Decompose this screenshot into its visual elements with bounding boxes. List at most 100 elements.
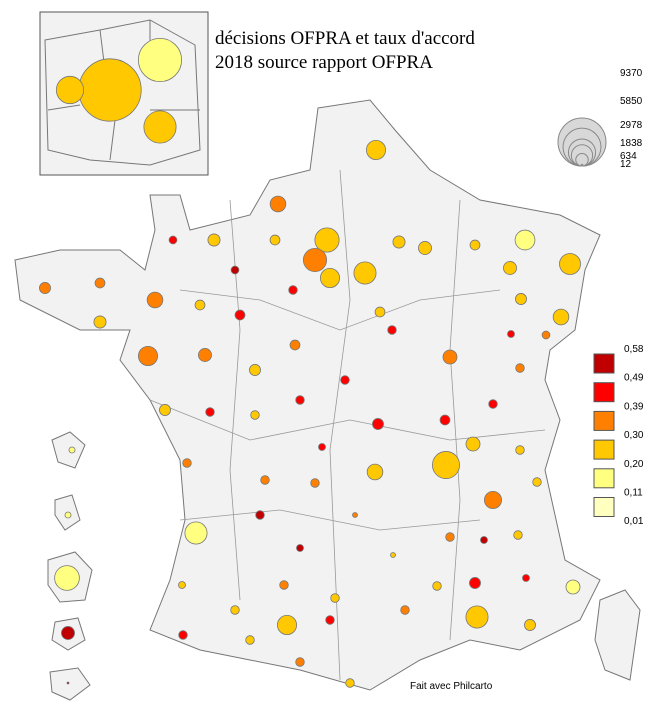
department-bubble <box>513 530 523 540</box>
department-bubble <box>418 241 432 255</box>
department-bubble <box>469 239 481 251</box>
department-bubble <box>159 404 171 416</box>
department-bubble <box>432 451 460 479</box>
color-legend-box <box>593 382 615 403</box>
department-bubble <box>230 605 240 615</box>
department-bubble <box>93 315 107 329</box>
department-bubble <box>288 285 298 295</box>
department-bubble <box>507 330 515 338</box>
department-bubble <box>276 614 298 636</box>
color-legend-label: 0,30 <box>624 430 644 441</box>
department-bubble <box>340 375 350 385</box>
department-bubble <box>503 261 517 275</box>
department-bubble <box>325 615 335 625</box>
inset-boundaries <box>44 19 201 166</box>
inset-bubble <box>143 110 177 144</box>
size-legend-label: 634 <box>620 151 637 162</box>
department-bubble <box>352 512 358 518</box>
department-bubble <box>559 253 581 275</box>
department-bubble <box>250 410 260 420</box>
department-bubble <box>318 443 326 451</box>
department-bubble <box>345 678 355 688</box>
department-bubble <box>295 395 305 405</box>
department-bubble <box>442 349 458 365</box>
department-bubble <box>330 593 340 603</box>
department-bubble <box>249 364 261 376</box>
department-bubble <box>234 309 246 321</box>
department-bubble <box>400 605 410 615</box>
department-bubble <box>515 363 525 373</box>
department-bubble <box>194 299 206 311</box>
color-legend-box <box>593 410 615 431</box>
department-boundaries <box>149 169 546 681</box>
department-bubble <box>445 532 455 542</box>
department-bubble <box>168 235 178 245</box>
inset-bubble <box>78 58 142 122</box>
department-bubble <box>522 574 530 582</box>
department-bubble <box>39 282 51 294</box>
size-legend-label: 9370 <box>620 68 643 79</box>
department-bubble <box>260 475 270 485</box>
department-bubble <box>230 265 240 275</box>
department-bubble <box>387 325 397 335</box>
department-bubble <box>353 261 377 285</box>
guadeloupe <box>51 431 86 469</box>
department-bubble <box>319 267 341 289</box>
title-line-1: décisions OFPRA et taux d'accord <box>215 28 475 49</box>
credit: Fait avec Philcarto <box>410 681 493 692</box>
department-bubble <box>392 235 406 249</box>
color-legend-label: 0,01 <box>624 516 644 527</box>
department-bubble <box>137 345 159 367</box>
department-bubble <box>365 139 387 161</box>
color-legend-label: 0,11 <box>624 488 643 499</box>
department-bubble <box>514 229 536 251</box>
department-bubble <box>64 511 72 519</box>
color-legend-label: 0,58 <box>624 344 644 355</box>
department-bubble <box>310 478 320 488</box>
department-bubble <box>432 581 442 591</box>
color-legend-box <box>593 353 615 374</box>
size-legend-label: 5850 <box>620 96 643 107</box>
department-bubble <box>524 619 536 631</box>
color-legend-box <box>593 439 615 460</box>
color-legend-label: 0,20 <box>624 459 644 470</box>
department-bubble <box>66 681 70 685</box>
department-bubble <box>374 306 386 318</box>
department-bubble <box>565 579 581 595</box>
department-bubble <box>302 247 328 273</box>
department-bubble <box>205 407 215 417</box>
department-bubble <box>366 463 384 481</box>
department-bubble <box>54 565 80 591</box>
department-bubble <box>488 399 498 409</box>
department-bubble <box>68 446 76 454</box>
department-bubble <box>245 635 255 645</box>
department-bubble <box>532 477 542 487</box>
france-outline <box>14 99 601 691</box>
size-legend-label: 12 <box>620 159 632 170</box>
color-legend-label: 0,39 <box>624 401 644 412</box>
color-legend-label: 0,49 <box>624 373 644 384</box>
department-bubble <box>465 605 489 629</box>
color-legend-box <box>593 468 615 489</box>
color-legend-box <box>593 497 615 517</box>
department-bubble <box>178 630 188 640</box>
department-bubble <box>465 436 481 452</box>
department-bubble <box>484 491 502 509</box>
size-legend-label: 1838 <box>620 138 643 149</box>
department-bubble <box>541 330 551 340</box>
department-bubble <box>469 577 481 589</box>
department-bubble <box>279 580 289 590</box>
inset-bubble <box>137 37 183 83</box>
size-legend-circle <box>580 163 584 167</box>
department-bubble <box>480 536 488 544</box>
corsica <box>594 589 641 681</box>
department-bubble <box>269 195 287 213</box>
department-bubble <box>296 544 304 552</box>
department-bubble <box>198 348 212 362</box>
inset-bubble <box>55 75 85 105</box>
department-bubble <box>207 233 221 247</box>
department-bubble <box>269 234 281 246</box>
department-bubble <box>184 521 208 545</box>
department-bubble <box>289 339 301 351</box>
department-bubble <box>372 418 384 430</box>
